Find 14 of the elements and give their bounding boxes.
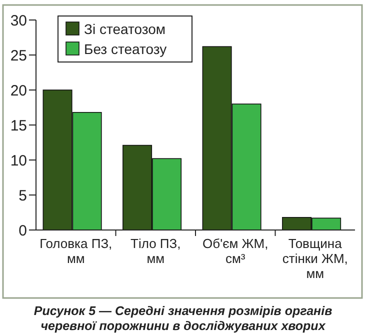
x-tick-label: Тіло ПЗ, мм	[130, 236, 181, 266]
y-tick-label: 15	[10, 117, 27, 134]
y-tick-label: 30	[10, 12, 27, 30]
text: Рисунок 5 — Середні значення розмірів органів черевної порожнини в досліджуваних хворих	[34, 304, 333, 333]
y-tick-label: 20	[10, 82, 27, 100]
x-tick-label: Головка ПЗ, мм	[40, 236, 112, 266]
legend-label: Без стеатозу	[84, 40, 167, 57]
y-tick-label: 10	[10, 152, 27, 170]
y-tick-label: 25	[10, 47, 27, 64]
x-tick-label: Товщина стінки ЖМ, мм	[282, 236, 348, 281]
y-tick-label: 0	[18, 222, 27, 240]
x-tick-label: Об'єм ЖМ, см³	[202, 236, 268, 266]
y-tick-label: 5	[18, 187, 27, 204]
legend-label: Зі стеатозом	[84, 20, 166, 37]
